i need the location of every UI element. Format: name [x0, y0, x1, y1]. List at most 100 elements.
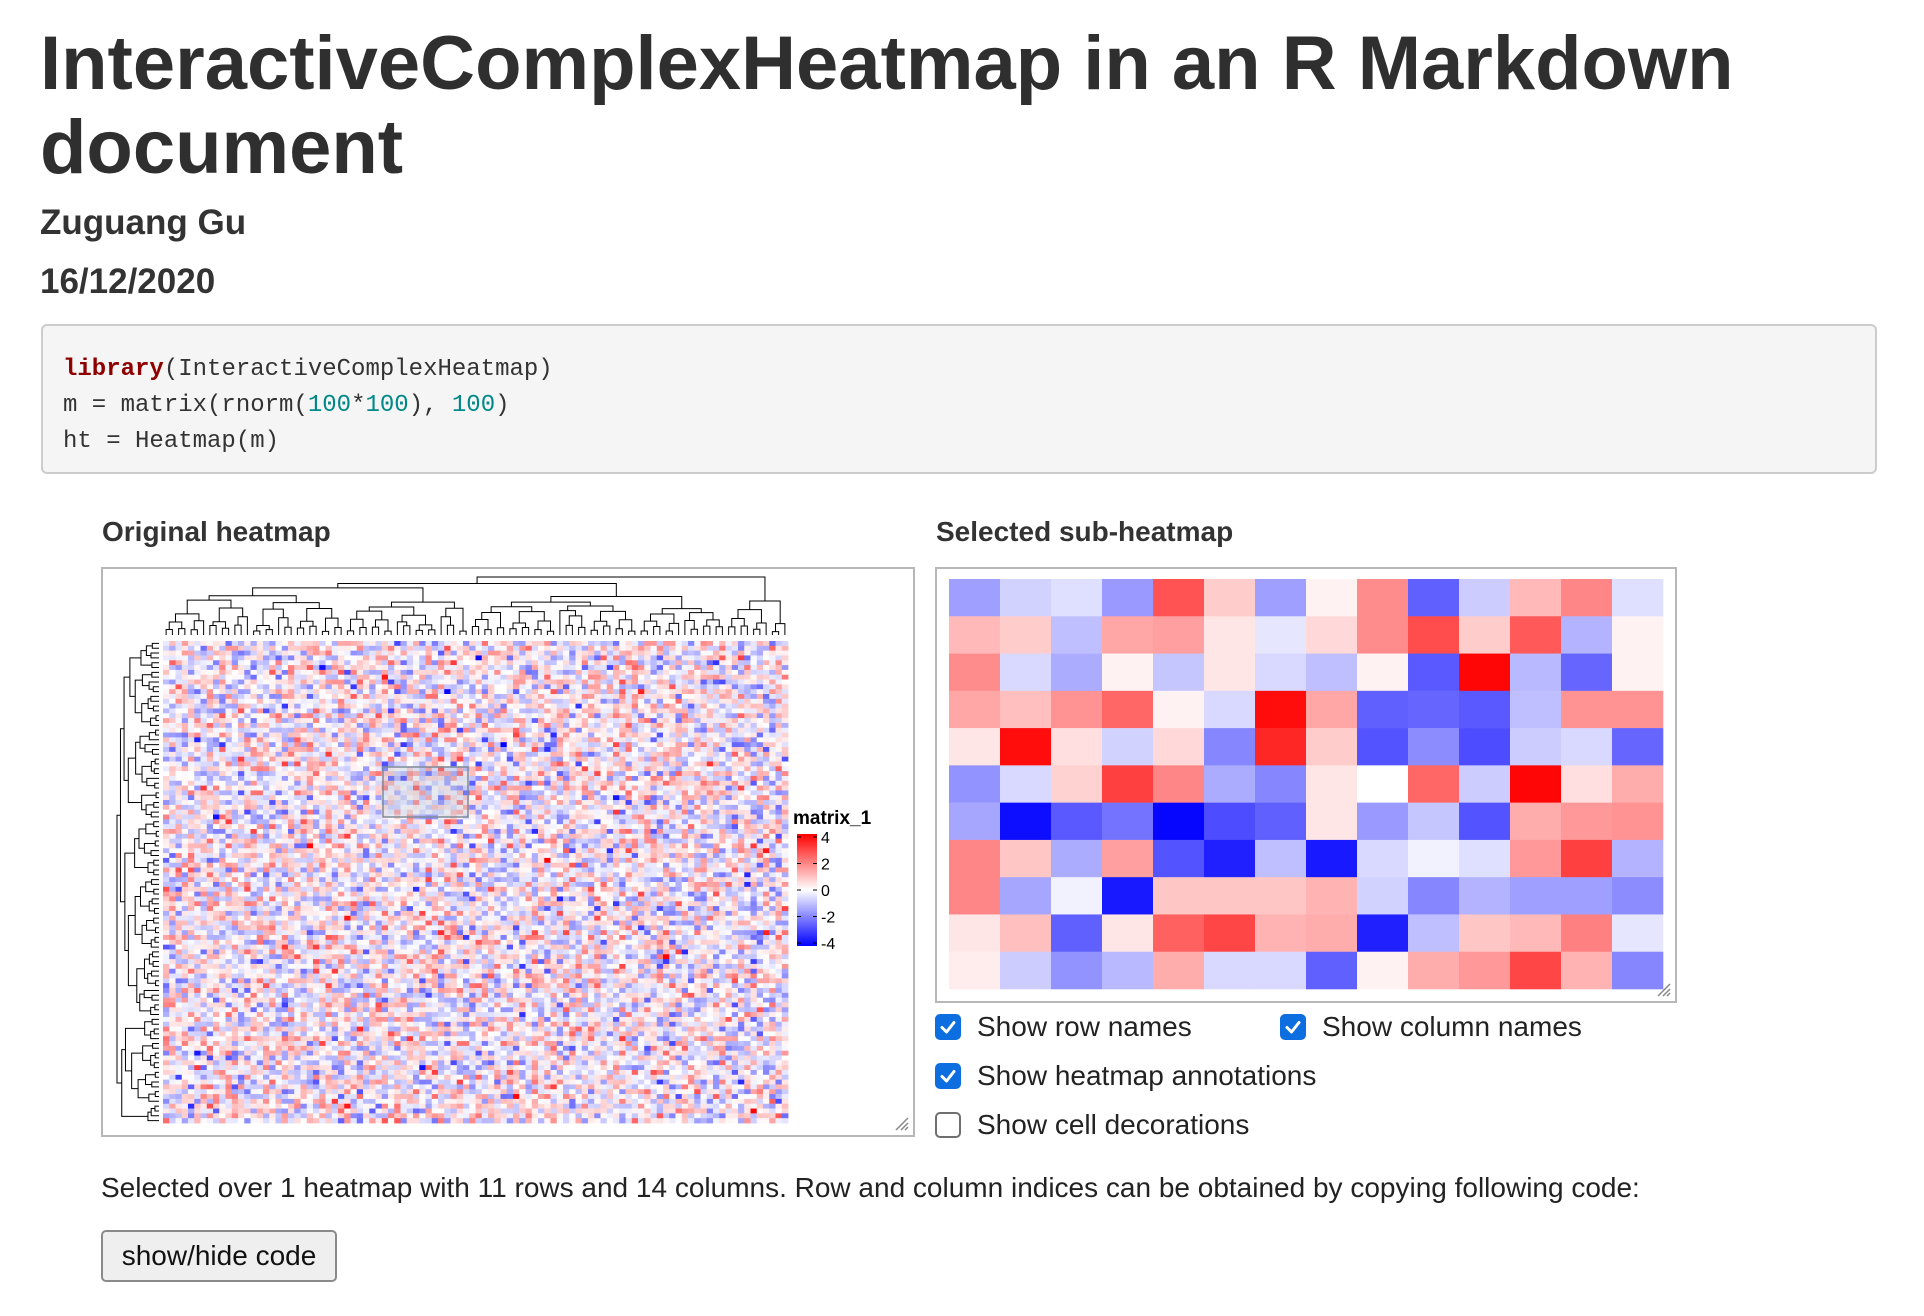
sub-heatmap-cell[interactable]	[1255, 877, 1307, 915]
sub-heatmap-cell[interactable]	[1153, 690, 1205, 729]
show-heatmap-annotations-checkbox[interactable]	[935, 1063, 961, 1089]
sub-heatmap-cell[interactable]	[1510, 802, 1562, 841]
sub-heatmap-cell[interactable]	[1561, 690, 1613, 729]
sub-heatmap-cell[interactable]	[1255, 653, 1307, 692]
sub-heatmap-cell[interactable]	[949, 728, 1001, 766]
sub-heatmap-cell[interactable]	[1255, 839, 1307, 878]
sub-heatmap-cell[interactable]	[1306, 877, 1358, 915]
sub-heatmap-cell[interactable]	[1357, 765, 1409, 803]
sub-heatmap-cell[interactable]	[1510, 728, 1562, 766]
sub-heatmap-cell[interactable]	[1306, 951, 1358, 990]
sub-heatmap-cell[interactable]	[1408, 839, 1460, 878]
resize-grip-icon[interactable]	[893, 1115, 909, 1131]
sub-heatmap-cell[interactable]	[1255, 951, 1307, 990]
sub-heatmap-cell[interactable]	[1255, 579, 1307, 617]
sub-heatmap-cell[interactable]	[1459, 728, 1511, 766]
sub-heatmap-cell[interactable]	[1000, 579, 1052, 617]
sub-heatmap-cell[interactable]	[1561, 616, 1613, 654]
sub-heatmap-cell[interactable]	[1255, 802, 1307, 841]
show-cell-decorations-checkbox[interactable]	[935, 1112, 961, 1138]
sub-heatmap-cell[interactable]	[1561, 877, 1613, 915]
sub-heatmap-cell[interactable]	[1306, 690, 1358, 729]
sub-heatmap-cell[interactable]	[1153, 579, 1205, 617]
sub-heatmap-cell[interactable]	[1153, 728, 1205, 766]
sub-heatmap-cell[interactable]	[1408, 579, 1460, 617]
sub-heatmap-cell[interactable]	[949, 839, 1001, 878]
original-heatmap-panel[interactable]: matrix_1 4 2 0 -2 -4	[101, 567, 915, 1137]
sub-heatmap-cell[interactable]	[1306, 579, 1358, 617]
selection-brush[interactable]	[382, 766, 469, 818]
sub-heatmap-cell[interactable]	[949, 653, 1001, 692]
sub-heatmap-cell[interactable]	[1051, 653, 1103, 692]
sub-heatmap-cell[interactable]	[1561, 579, 1613, 617]
sub-heatmap-cell[interactable]	[1357, 877, 1409, 915]
sub-heatmap-cell[interactable]	[1255, 914, 1307, 953]
show-hide-code-button[interactable]: show/hide code	[101, 1230, 337, 1282]
sub-heatmap-cell[interactable]	[1051, 877, 1103, 915]
sub-heatmap-cell[interactable]	[1408, 914, 1460, 953]
sub-heatmap-cell[interactable]	[1204, 653, 1256, 692]
sub-heatmap-cell[interactable]	[1051, 839, 1103, 878]
sub-heatmap-cell[interactable]	[1102, 690, 1154, 729]
sub-heatmap-cell[interactable]	[1153, 951, 1205, 990]
sub-heatmap-cell[interactable]	[1459, 765, 1511, 803]
sub-heatmap-cell[interactable]	[1408, 877, 1460, 915]
sub-heatmap-cell[interactable]	[1204, 616, 1256, 654]
sub-heatmap-cell[interactable]	[1051, 914, 1103, 953]
sub-heatmap-cell[interactable]	[1612, 914, 1664, 953]
sub-heatmap-cell[interactable]	[1102, 579, 1154, 617]
sub-heatmap-panel[interactable]	[935, 567, 1677, 1003]
sub-heatmap-cell[interactable]	[1000, 802, 1052, 841]
sub-heatmap-cell[interactable]	[1102, 839, 1154, 878]
sub-heatmap-cell[interactable]	[1561, 802, 1613, 841]
sub-heatmap-cell[interactable]	[949, 951, 1001, 990]
sub-heatmap-cell[interactable]	[1459, 579, 1511, 617]
sub-heatmap-cell[interactable]	[1408, 951, 1460, 990]
sub-heatmap-cell[interactable]	[1408, 690, 1460, 729]
sub-heatmap-cell[interactable]	[1510, 690, 1562, 729]
sub-heatmap-cell[interactable]	[1459, 802, 1511, 841]
main-heatmap-body[interactable]	[163, 641, 789, 1124]
sub-heatmap-cell[interactable]	[1153, 839, 1205, 878]
sub-heatmap-cell[interactable]	[1051, 802, 1103, 841]
sub-heatmap-cell[interactable]	[1612, 765, 1664, 803]
sub-heatmap-cell[interactable]	[1204, 579, 1256, 617]
sub-heatmap-cell[interactable]	[1204, 765, 1256, 803]
sub-heatmap-cell[interactable]	[1459, 877, 1511, 915]
sub-heatmap-cell[interactable]	[1357, 728, 1409, 766]
sub-heatmap-cell[interactable]	[1510, 914, 1562, 953]
sub-heatmap-cell[interactable]	[1255, 728, 1307, 766]
sub-heatmap-cell[interactable]	[1612, 839, 1664, 878]
sub-heatmap-cell[interactable]	[1102, 653, 1154, 692]
show-column-names-option[interactable]: Show column names	[1280, 1011, 1582, 1043]
sub-heatmap-cell[interactable]	[1357, 914, 1409, 953]
sub-heatmap-cell[interactable]	[1306, 728, 1358, 766]
sub-heatmap-cell[interactable]	[1204, 839, 1256, 878]
sub-heatmap-cell[interactable]	[1612, 877, 1664, 915]
sub-heatmap-cell[interactable]	[1000, 877, 1052, 915]
sub-heatmap-cell[interactable]	[1510, 951, 1562, 990]
sub-heatmap-cell[interactable]	[1561, 728, 1613, 766]
sub-heatmap-cell[interactable]	[1612, 579, 1664, 617]
sub-heatmap-cell[interactable]	[1306, 616, 1358, 654]
sub-heatmap-cell[interactable]	[1357, 579, 1409, 617]
sub-heatmap-cell[interactable]	[1102, 914, 1154, 953]
sub-heatmap-cell[interactable]	[1510, 579, 1562, 617]
sub-heatmap-cell[interactable]	[1306, 802, 1358, 841]
sub-heatmap-cell[interactable]	[1357, 653, 1409, 692]
sub-heatmap-cell[interactable]	[1357, 951, 1409, 990]
sub-heatmap-cell[interactable]	[1306, 653, 1358, 692]
sub-heatmap-cell[interactable]	[1051, 616, 1103, 654]
sub-heatmap-cell[interactable]	[1408, 728, 1460, 766]
sub-heatmap-cell[interactable]	[1612, 802, 1664, 841]
sub-heatmap-cell[interactable]	[1408, 802, 1460, 841]
sub-heatmap-cell[interactable]	[1102, 765, 1154, 803]
show-column-names-checkbox[interactable]	[1280, 1014, 1306, 1040]
show-heatmap-annotations-option[interactable]: Show heatmap annotations	[935, 1060, 1316, 1092]
sub-heatmap-cell[interactable]	[1051, 579, 1103, 617]
sub-heatmap-cell[interactable]	[1306, 765, 1358, 803]
sub-heatmap-cell[interactable]	[1357, 690, 1409, 729]
sub-heatmap-cell[interactable]	[1000, 914, 1052, 953]
show-cell-decorations-option[interactable]: Show cell decorations	[935, 1109, 1249, 1141]
sub-heatmap-cell[interactable]	[1153, 616, 1205, 654]
